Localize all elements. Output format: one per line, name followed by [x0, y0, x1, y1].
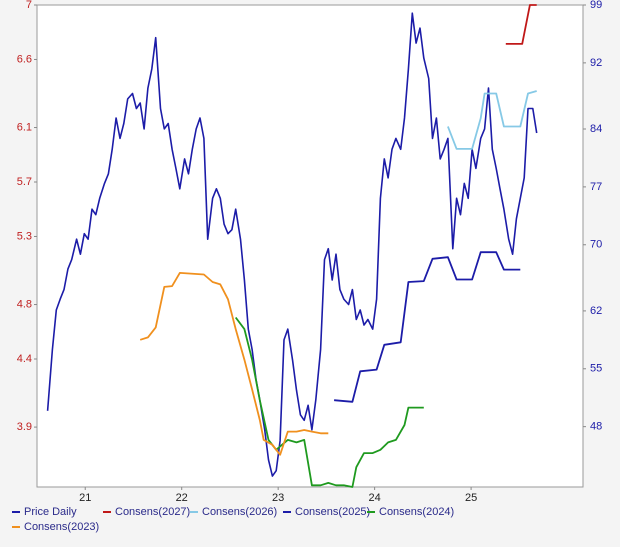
y2-tick-label: 70 — [590, 239, 602, 251]
legend-label: Consens(2023) — [24, 521, 99, 533]
series-line — [447, 90, 537, 150]
x-tick-label: 25 — [465, 492, 477, 504]
y2-tick-label: 48 — [590, 421, 602, 433]
y-tick-label: 3.9 — [17, 421, 32, 433]
y2-tick-label: 92 — [590, 57, 602, 69]
y-tick-label: 5.7 — [17, 176, 32, 188]
y-tick-label: 7 — [26, 0, 32, 11]
y-tick-label: 4.4 — [17, 353, 32, 365]
y2-tick-label: 55 — [590, 363, 602, 375]
y-tick-label: 6.6 — [17, 53, 32, 65]
legend-label: Consens(2026) — [202, 506, 277, 518]
series-line — [139, 272, 329, 456]
x-tick-label: 22 — [176, 492, 188, 504]
y-tick-label: 5.3 — [17, 230, 32, 242]
x-tick-label: 24 — [369, 492, 381, 504]
y-tick-label: 4.8 — [17, 298, 32, 310]
plot-area — [36, 4, 584, 488]
y-tick-label: 6.1 — [17, 121, 32, 133]
series-line — [505, 4, 537, 45]
x-tick-label: 23 — [272, 492, 284, 504]
legend-label: Consens(2024) — [379, 506, 454, 518]
legend-label: Consens(2027) — [115, 506, 190, 518]
y2-tick-label: 62 — [590, 305, 602, 317]
y2-tick-label: 84 — [590, 123, 602, 135]
series-line — [234, 316, 424, 488]
legend-label: Price Daily — [24, 506, 77, 518]
y2-tick-label: 77 — [590, 181, 602, 193]
series-line — [334, 251, 521, 403]
legend-label: Consens(2025) — [295, 506, 370, 518]
series-line — [46, 12, 538, 477]
x-tick-label: 21 — [79, 492, 91, 504]
y2-tick-label: 99 — [590, 0, 602, 11]
